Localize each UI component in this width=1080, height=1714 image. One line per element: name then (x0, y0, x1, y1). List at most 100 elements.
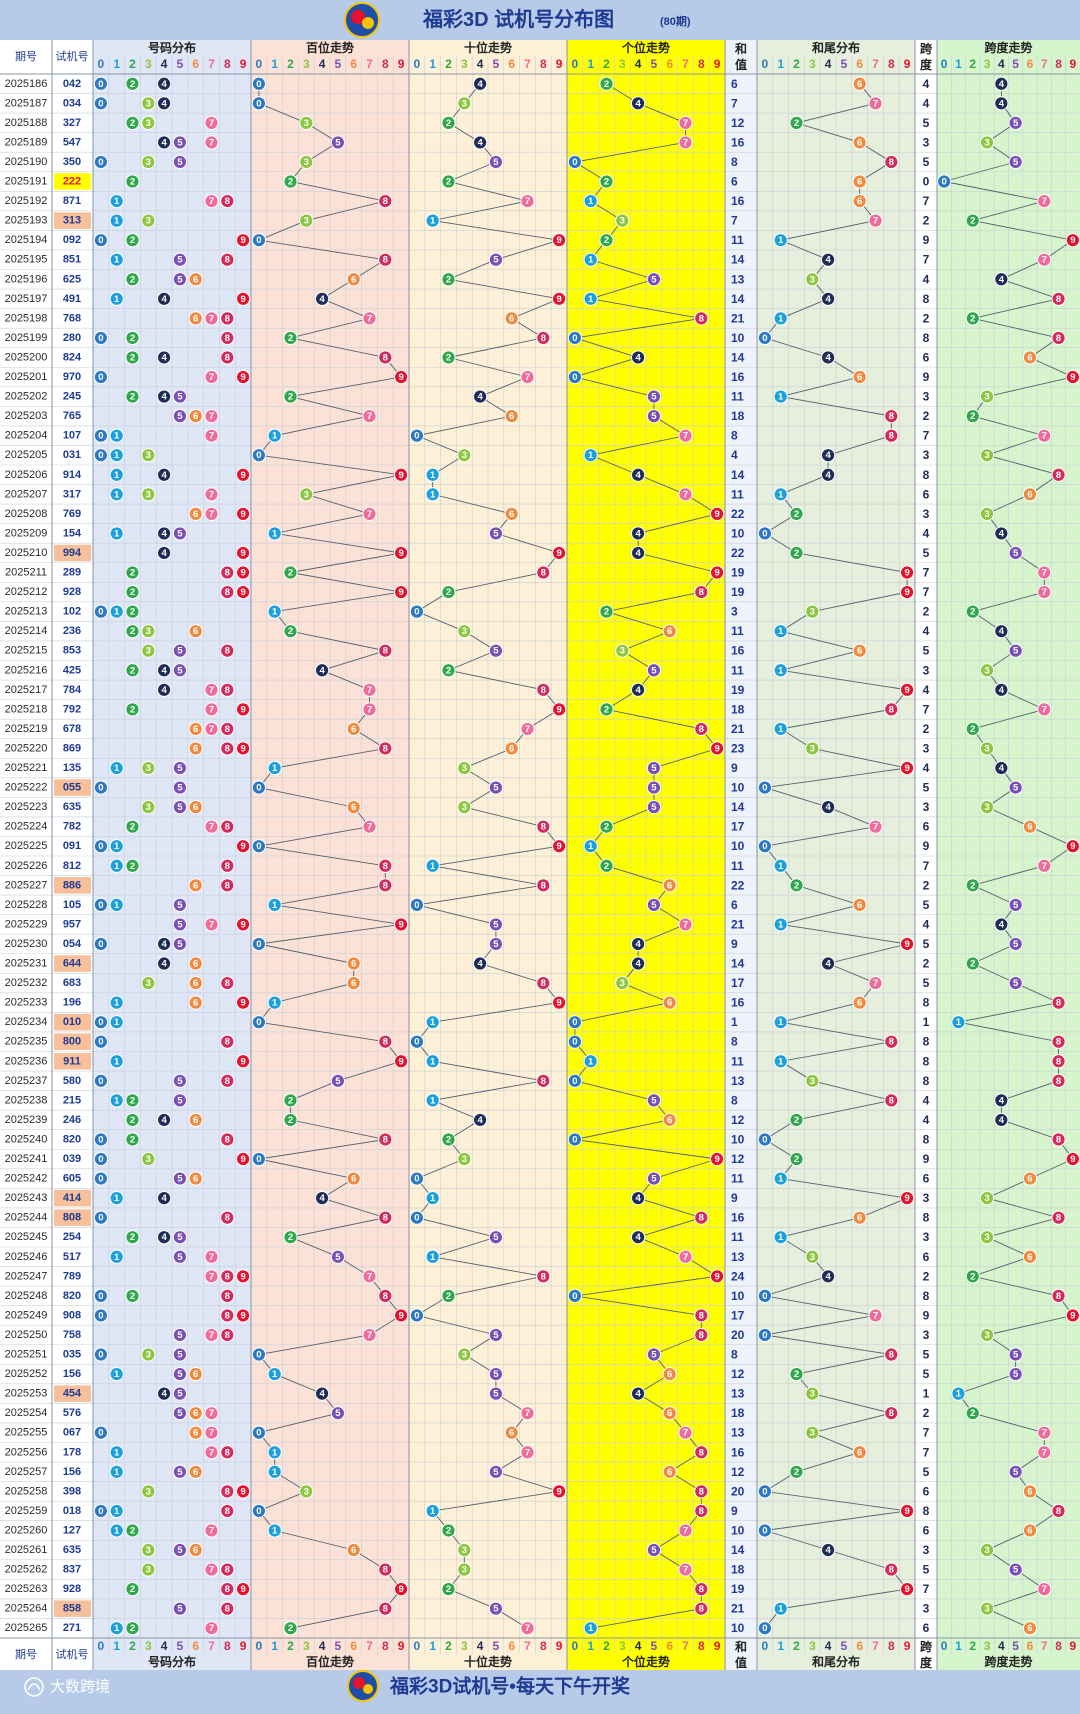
ball-digit: 3 (462, 1350, 467, 1361)
ball-digit: 8 (699, 587, 704, 598)
hundreds-ball: 0 (251, 448, 266, 463)
units-ball: 1 (583, 193, 598, 209)
ball-digit: 8 (383, 646, 388, 657)
ball-digit: 0 (572, 1134, 577, 1145)
distribution-ball: 2 (125, 350, 140, 365)
sum-tail-ball: 1 (773, 1054, 788, 1069)
units-ball: 1 (583, 1621, 598, 1636)
issue-number: 2025252 (5, 1368, 48, 1380)
hundreds-ball: 5 (330, 135, 345, 150)
ball-digit: 9 (714, 1271, 719, 1282)
sum-tail-ball: 1 (773, 858, 788, 873)
issue-number: 2025257 (5, 1466, 48, 1478)
ball-digit: 8 (225, 1506, 230, 1517)
trial-number: 758 (63, 1329, 81, 1341)
distribution-ball: 7 (204, 1269, 219, 1284)
table-row: 2025235 800 80 8 0 0 8 8 8 8 (5, 1033, 1066, 1050)
tens-ball: 1 (425, 1093, 440, 1108)
span-value: 8 (923, 468, 930, 482)
distribution-ball: 8 (220, 1562, 235, 1577)
ball-digit: 0 (98, 1291, 103, 1302)
distribution-ball: 5 (172, 154, 187, 170)
span-ball: 2 (965, 1269, 980, 1284)
table-row: 2025233 196 1 96 1 9 6 16 6 8 8 (5, 995, 1066, 1010)
ball-digit: 1 (114, 900, 120, 911)
span-value: 2 (923, 1406, 930, 1420)
ball-digit: 0 (98, 900, 103, 911)
ball-digit: 2 (446, 1134, 451, 1145)
distribution-ball: 8 (220, 1308, 235, 1323)
trial-number: 398 (63, 1485, 81, 1497)
trial-number: 127 (63, 1524, 81, 1536)
span-ball: 2 (965, 1406, 980, 1421)
ball-digit: 6 (667, 1115, 672, 1126)
ball-digit: 5 (493, 783, 499, 794)
units-ball: 4 (631, 545, 646, 561)
ball-digit: 7 (209, 1330, 214, 1341)
span-ball: 7 (1037, 858, 1052, 873)
sum-value: 14 (731, 957, 745, 971)
ball-digit: 1 (114, 255, 120, 266)
ball-digit: 1 (778, 392, 784, 403)
table-row: 2025253 454 4 5 4 5 4 13 3 1 1 (5, 1385, 966, 1402)
sum-value: 16 (731, 135, 745, 149)
hundreds-ball: 6 (346, 975, 361, 991)
digit-header: 9 (240, 1639, 247, 1653)
issue-number: 2025221 (5, 762, 48, 774)
distribution-ball: 0 (93, 1132, 109, 1147)
distribution-ball: 6 (188, 624, 203, 639)
grid-lines (0, 56, 1080, 1654)
span-value: 3 (923, 1191, 930, 1205)
distribution-ball: 1 (109, 1054, 124, 1069)
digit-header: 0 (414, 1639, 421, 1653)
digit-header: 9 (398, 1639, 405, 1653)
span-ball: 6 (1022, 819, 1038, 834)
tens-ball: 2 (441, 1132, 456, 1147)
digit-header: 3 (619, 57, 626, 71)
span-value: 5 (923, 937, 930, 951)
ball-digit: 5 (493, 919, 499, 930)
tens-ball: 2 (441, 1288, 456, 1303)
hundreds-ball: 9 (394, 1308, 409, 1323)
table-row: 2025197 491 4 91 4 9 1 14 4 8 8 (5, 291, 1066, 306)
hundreds-ball: 3 (299, 115, 314, 130)
units-ball: 1 (583, 252, 598, 267)
table-row: 2025188 327 32 7 3 2 7 12 2 5 5 (5, 115, 1023, 130)
ball-digit: 9 (556, 235, 561, 246)
distribution-ball: 5 (172, 780, 187, 795)
units-ball: 1 (583, 1054, 598, 1069)
ball-digit: 5 (177, 646, 183, 657)
sum-tail-ball: 1 (773, 624, 788, 639)
ball-digit: 0 (572, 1037, 577, 1048)
ball-digit: 1 (114, 763, 120, 774)
hundreds-ball: 7 (362, 682, 377, 697)
distribution-ball: 6 (188, 975, 203, 991)
ball-digit: 4 (161, 1232, 167, 1243)
distribution-ball: 8 (220, 682, 235, 697)
digit-header: 8 (224, 57, 231, 71)
distribution-ball: 5 (172, 252, 187, 267)
ball-digit: 0 (98, 939, 103, 950)
tens-ball: 8 (536, 1073, 551, 1088)
tens-ball: 1 (425, 467, 440, 482)
units-ball: 6 (662, 1406, 677, 1421)
table-row: 2025204 107 10 7 1 0 7 8 8 7 7 (5, 428, 1052, 443)
issue-number: 2025248 (5, 1290, 48, 1302)
hundreds-ball: 8 (378, 350, 393, 365)
digit-header: 0 (256, 1639, 263, 1653)
ball-digit: 1 (114, 196, 120, 207)
span-ball: 7 (1037, 428, 1052, 443)
ball-digit: 7 (209, 1408, 214, 1419)
ball-digit: 4 (319, 1389, 325, 1400)
hundreds-ball: 1 (267, 1445, 282, 1460)
digit-header: 1 (271, 57, 278, 71)
ball-digit: 6 (193, 1408, 198, 1419)
ball-digit: 4 (635, 1193, 641, 1204)
bottom-sum-header-top: 和 (734, 1639, 747, 1654)
ball-digit: 3 (984, 450, 989, 461)
ball-digit: 4 (999, 763, 1005, 774)
trial-number: 911 (63, 1055, 81, 1067)
ball-digit: 7 (209, 822, 214, 833)
table-row: 2025201 970 970 9 7 0 16 6 9 9 (5, 369, 1080, 385)
span-value: 6 (923, 1172, 930, 1186)
